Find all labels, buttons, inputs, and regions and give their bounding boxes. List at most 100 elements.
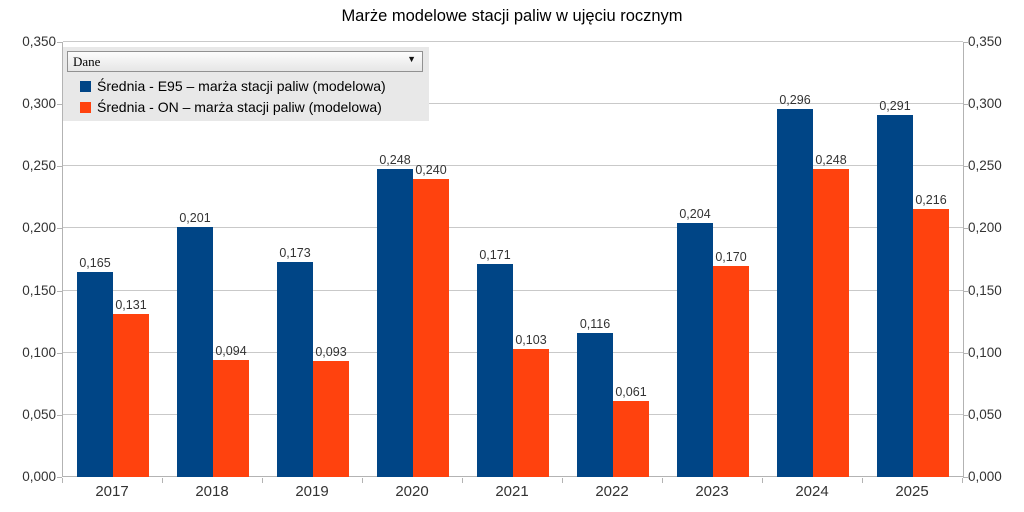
x-category-label: 2019 — [295, 483, 329, 500]
x-category-label: 2017 — [95, 483, 129, 500]
bar-value-label-e95-2020: 0,248 — [379, 152, 411, 167]
y-tick-mark-left — [57, 166, 62, 168]
legend: Dane ▼ Średnia - E95 – marża stacji pali… — [63, 47, 429, 121]
x-category-label: 2018 — [195, 483, 229, 500]
bar-e95-2018 — [177, 227, 213, 477]
y-tick-label-left: 0,300 — [22, 96, 56, 112]
legend-swatch-icon — [80, 81, 91, 92]
bar-on-2021 — [513, 349, 549, 477]
bar-value-label-e95-2017: 0,165 — [79, 255, 111, 270]
gridline — [63, 103, 963, 105]
bar-value-label-on-2025: 0,216 — [915, 192, 947, 207]
gridline — [63, 165, 963, 167]
y-tick-label-left: 0,350 — [22, 34, 56, 49]
y-tick-label-right: 0,350 — [968, 34, 1002, 49]
x-category-label: 2023 — [695, 483, 729, 500]
bar-on-2022 — [613, 401, 649, 477]
bar-on-2019 — [313, 361, 349, 477]
y-tick-label-left: 0,150 — [22, 282, 56, 298]
bar-e95-2017 — [77, 271, 113, 477]
x-tick-mark — [362, 478, 363, 483]
chart-title: Marże modelowe stacji paliw w ujęciu roc… — [341, 7, 683, 25]
chevron-down-icon: ▼ — [407, 54, 416, 64]
x-tick-mark — [162, 478, 163, 483]
bar-value-label-e95-2024: 0,296 — [779, 93, 811, 108]
x-category-label: 2024 — [795, 483, 829, 500]
x-tick-mark — [562, 478, 563, 483]
bar-e95-2022 — [577, 332, 613, 477]
y-tick-label-right: 0,250 — [968, 158, 1002, 174]
y-tick-label-left: 0,100 — [22, 344, 56, 360]
bar-value-label-e95-2023: 0,204 — [679, 207, 711, 222]
gridline — [63, 289, 963, 291]
y-tick-label-right: 0,000 — [968, 469, 1002, 484]
x-tick-mark — [862, 478, 863, 483]
bar-value-label-on-2018: 0,094 — [215, 344, 247, 359]
x-category-label: 2022 — [595, 483, 629, 500]
bar-e95-2024 — [777, 109, 813, 477]
y-tick-mark-left — [57, 352, 62, 354]
y-tick-mark-right — [963, 104, 968, 106]
y-tick-mark-left — [57, 104, 62, 106]
bar-value-label-e95-2019: 0,173 — [279, 246, 311, 260]
y-tick-mark-right — [963, 352, 968, 354]
y-tick-label-right: 0,150 — [968, 282, 1002, 298]
x-tick-mark — [262, 478, 263, 483]
bar-value-label-on-2020: 0,240 — [415, 162, 447, 177]
x-tick-mark — [62, 478, 63, 483]
y-tick-mark-right — [963, 228, 968, 230]
x-category-label: 2025 — [895, 483, 929, 500]
bar-value-label-on-2019: 0,093 — [315, 345, 347, 360]
y-tick-mark-right — [963, 477, 968, 478]
gridline — [63, 227, 963, 229]
bar-value-label-e95-2018: 0,201 — [179, 211, 211, 226]
bar-e95-2021 — [477, 264, 513, 477]
x-tick-mark — [462, 478, 463, 483]
plot-area: 0,165 0,201 0,173 0,248 0,171 0,116 0,204 0,296… — [62, 41, 964, 477]
x-tick-mark — [762, 478, 763, 483]
bar-on-2024 — [813, 168, 849, 477]
y-tick-mark-left — [57, 477, 62, 478]
bar-value-label-e95-2025: 0,291 — [879, 99, 911, 114]
legend-entry-on: Średnia - ON – marża stacji paliw (model… — [80, 99, 382, 115]
bar-e95-2025 — [877, 115, 913, 477]
y-tick-label-left: 0,200 — [22, 220, 56, 236]
legend-swatch-icon — [80, 102, 91, 113]
y-tick-label-right: 0,100 — [968, 344, 1002, 360]
bar-value-label-on-2023: 0,170 — [715, 249, 747, 264]
y-tick-label-right: 0,050 — [968, 406, 1002, 422]
y-tick-mark-right — [963, 290, 968, 292]
y-tick-mark-left — [57, 42, 62, 43]
y-tick-label-left: 0,050 — [22, 406, 56, 422]
y-tick-mark-left — [57, 414, 62, 416]
x-category-label: 2020 — [395, 483, 429, 500]
legend-entry-label: Średnia - ON – marża stacji paliw (model… — [97, 99, 382, 115]
bar-on-2018 — [213, 360, 249, 477]
bar-on-2020 — [413, 178, 449, 477]
y-tick-mark-right — [963, 414, 968, 416]
bar-e95-2023 — [677, 223, 713, 477]
bar-on-2023 — [713, 265, 749, 477]
bar-value-label-on-2021: 0,103 — [515, 333, 547, 347]
bar-e95-2019 — [277, 262, 313, 477]
y-tick-mark-left — [57, 290, 62, 292]
y-tick-label-left: 0,250 — [22, 158, 56, 174]
data-range-dropdown[interactable]: Dane ▼ — [67, 51, 423, 72]
x-tick-mark — [662, 478, 663, 483]
x-tick-mark — [962, 478, 963, 483]
y-tick-mark-left — [57, 228, 62, 230]
bar-value-label-e95-2022: 0,116 — [579, 316, 611, 331]
dropdown-label: Dane — [73, 54, 101, 69]
y-tick-mark-right — [963, 166, 968, 168]
y-tick-label-right: 0,200 — [968, 220, 1002, 236]
y-tick-mark-right — [963, 42, 968, 43]
x-category-label: 2021 — [495, 483, 529, 500]
bar-on-2017 — [113, 314, 149, 477]
y-tick-label-left: 0,000 — [22, 469, 56, 484]
bar-value-label-on-2024: 0,248 — [815, 152, 847, 167]
legend-entry-label: Średnia - E95 – marża stacji paliw (mode… — [97, 78, 386, 94]
bar-on-2025 — [913, 208, 949, 477]
bar-value-label-on-2017: 0,131 — [115, 298, 147, 313]
bar-value-label-e95-2021: 0,171 — [479, 248, 511, 263]
